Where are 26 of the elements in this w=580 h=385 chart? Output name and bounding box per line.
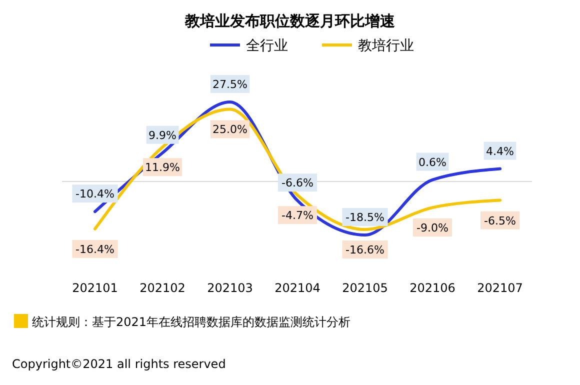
data-label: 11.9% [145,161,180,174]
data-label: 4.4% [486,144,514,158]
x-tick-label: 202107 [477,281,523,295]
x-tick-label: 202101 [72,281,118,295]
legend-label: 教培行业 [358,38,414,54]
x-tick-label: 202102 [140,281,186,295]
data-label: -18.5% [346,211,384,224]
x-tick-label: 202104 [274,281,320,295]
data-label: 27.5% [212,78,248,91]
x-tick-label: 202105 [342,281,388,295]
text: 统计规则：基于2021年在线招聘数据库的数据监测统计分析 [32,315,351,329]
legend-label: 全行业 [246,38,288,54]
data-label: 0.6% [418,156,446,169]
data-label: 9.9% [148,128,176,142]
data-label: -10.4% [76,188,114,201]
chart-title: 教培业发布职位数逐月环比增速 [184,12,396,30]
x-tick-label: 202106 [410,281,456,295]
x-tick-label: 202103 [207,281,253,295]
data-label: 25.0% [212,123,248,136]
data-label: -6.6% [282,176,314,190]
data-label: -16.6% [346,244,384,257]
data-label: -6.5% [484,214,516,228]
data-label: -16.4% [76,242,114,256]
data-label: -9.0% [416,222,448,235]
text: Copyright©2021 all rights reserved [12,357,226,371]
data-label: -4.7% [282,209,314,222]
